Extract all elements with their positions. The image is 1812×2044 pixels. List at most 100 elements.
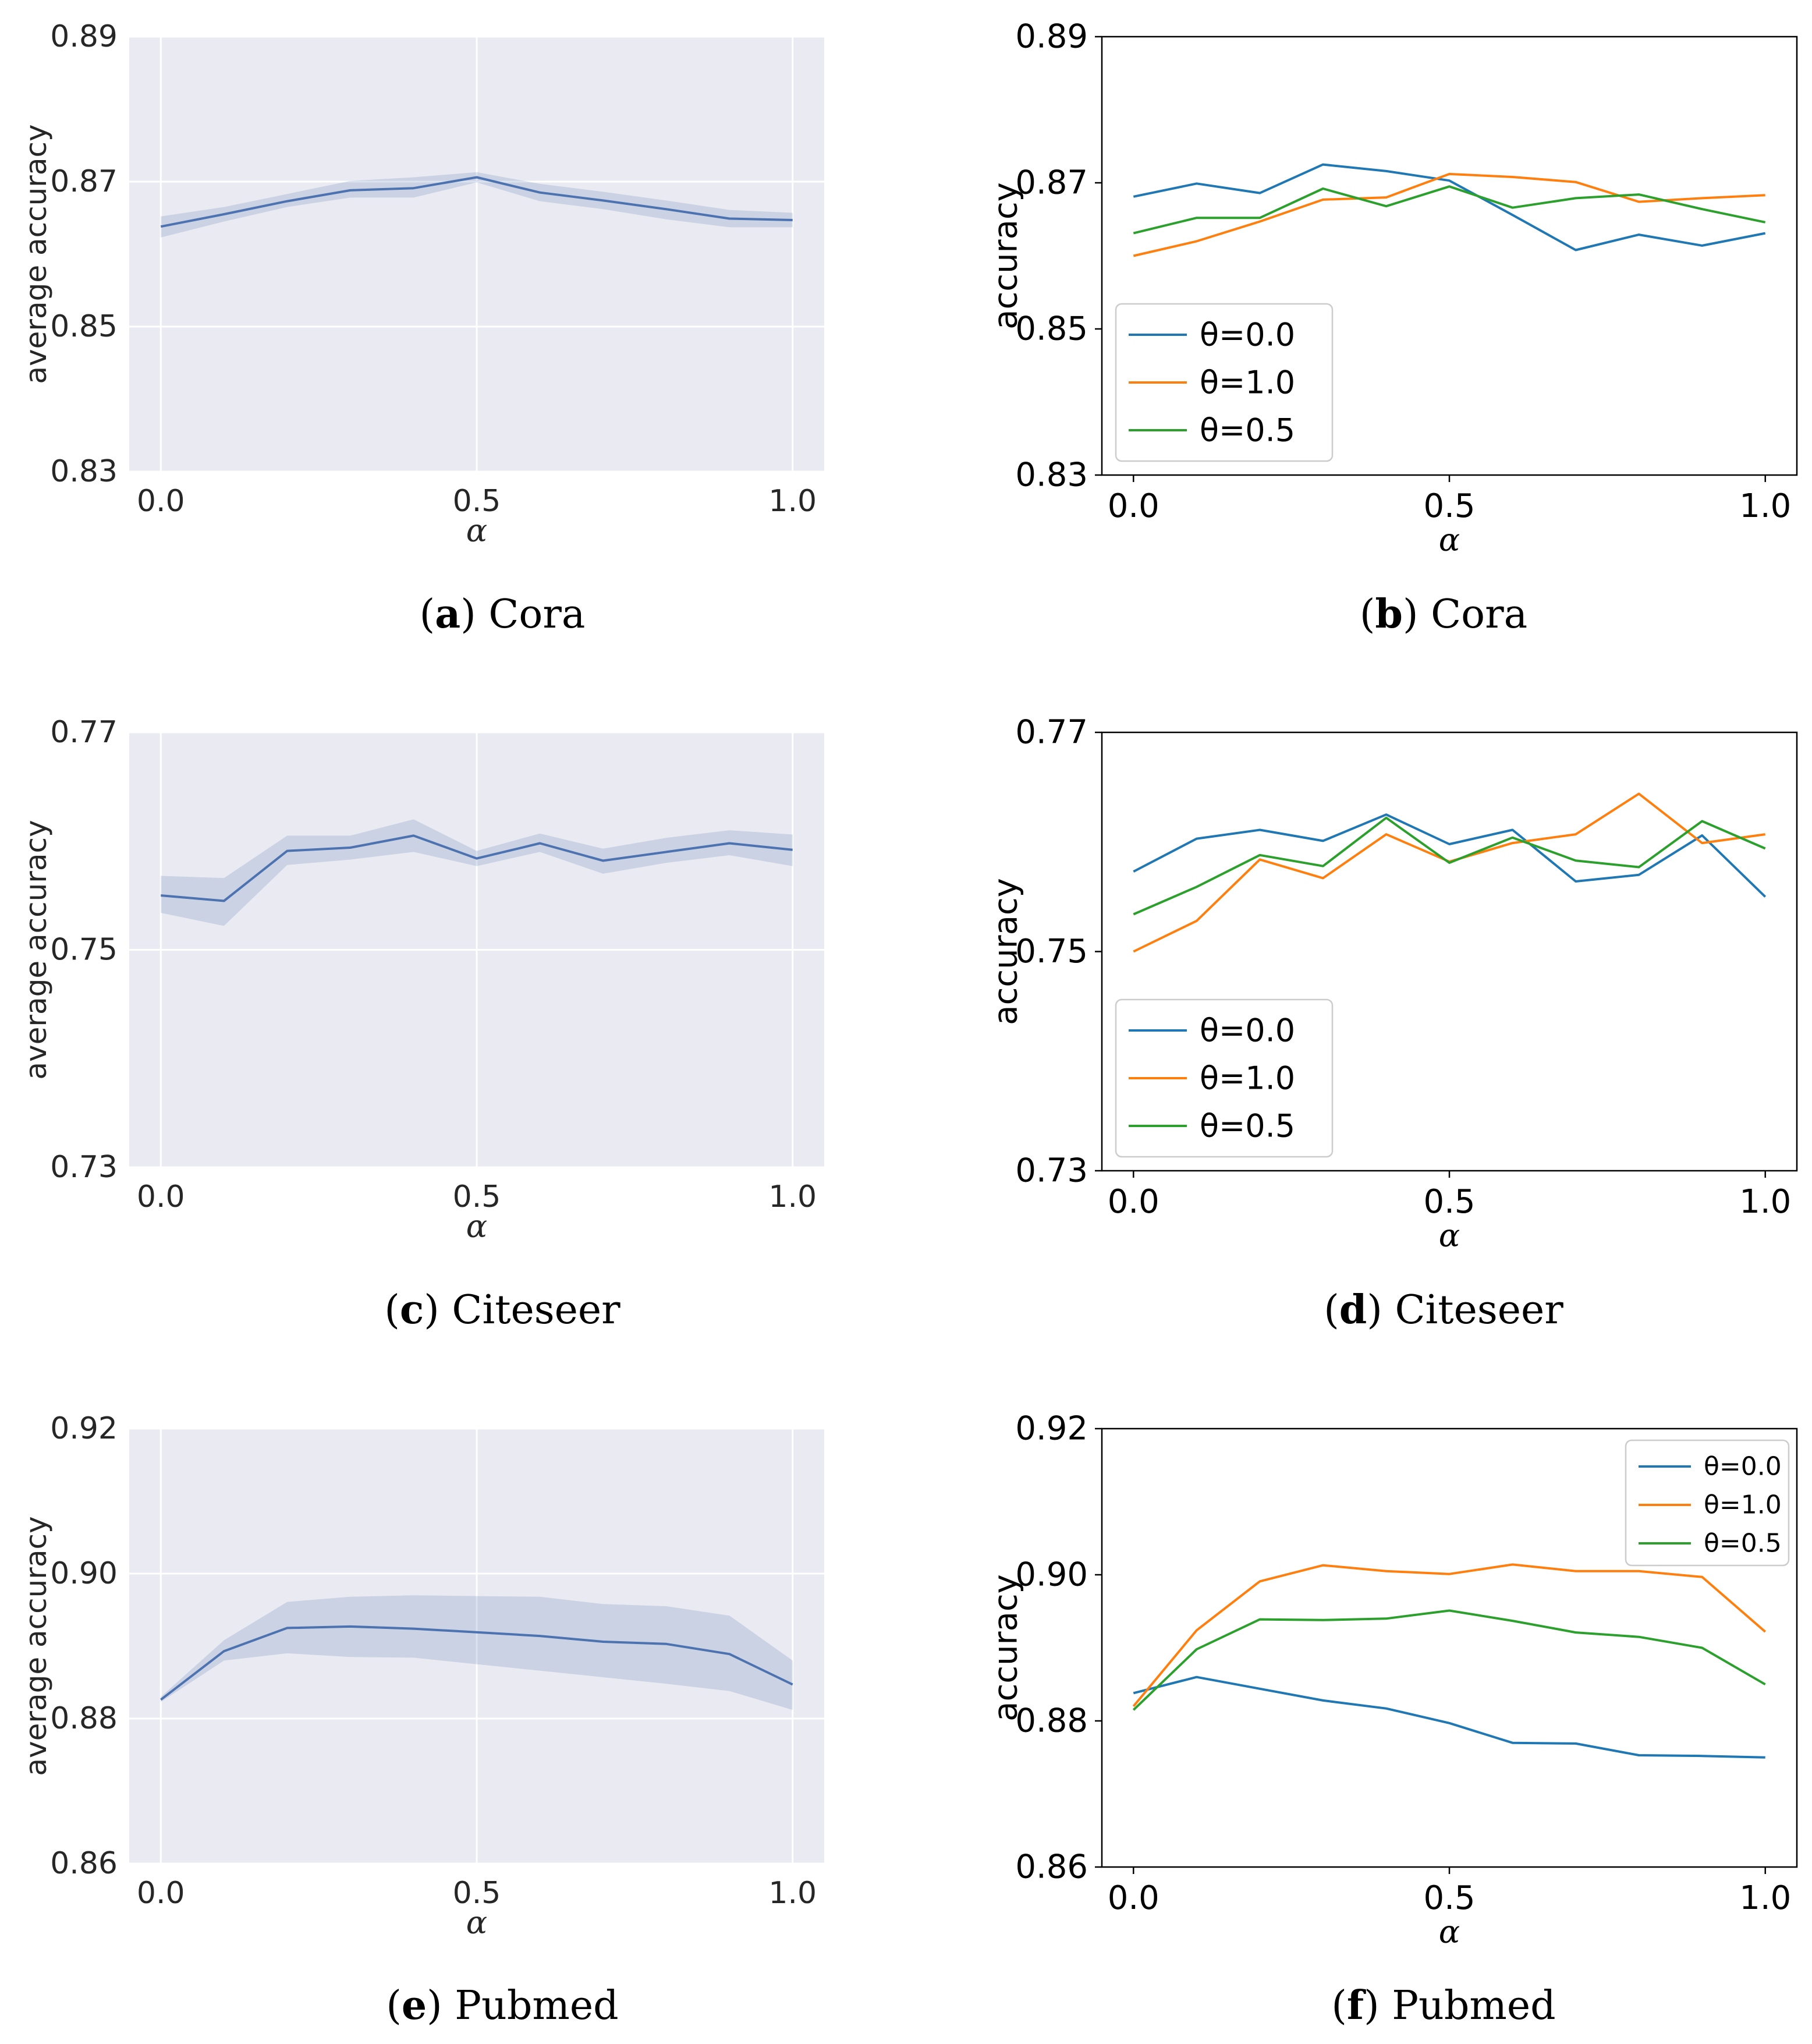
- legend-label: θ=0.5: [1704, 1529, 1782, 1558]
- caption-dataset: Cora: [488, 591, 586, 637]
- x-tick-label: 1.0: [768, 1179, 817, 1214]
- x-tick-label: 0.5: [1423, 1879, 1475, 1917]
- caption-letter: c: [399, 1287, 424, 1333]
- legend-label: θ=1.0: [1704, 1490, 1782, 1520]
- confidence-band: [161, 172, 793, 238]
- y-axis-label: accuracy: [987, 182, 1025, 330]
- legend-label: θ=0.0: [1200, 1012, 1295, 1049]
- x-tick-label: 0.5: [453, 1179, 501, 1214]
- series-line: [1133, 816, 1766, 916]
- legend: θ=0.0 θ=1.0 θ=0.5: [1625, 1439, 1790, 1567]
- caption-c: (c) Citeseer: [384, 1287, 620, 1333]
- y-axis-label: average accuracy: [19, 1516, 53, 1776]
- series-line: [1133, 172, 1765, 257]
- y-tick-label: 0.86: [1015, 1848, 1088, 1886]
- x-axis-label: α: [466, 512, 487, 549]
- chart-panel-d: 0.73 0.75 0.77 0.0 0.5 1.0 α accuracy θ=0.0 θ=1.0…: [987, 714, 1798, 1254]
- legend-label: θ=0.0: [1200, 317, 1295, 353]
- caption-letter: d: [1339, 1287, 1367, 1333]
- series-line: [1133, 813, 1767, 898]
- caption-d: (d) Citeseer: [1324, 1287, 1563, 1333]
- caption-e: (e) Pubmed: [386, 1982, 619, 2029]
- x-axis-label: α: [466, 1208, 487, 1245]
- y-tick-label: 0.90: [1015, 1556, 1088, 1594]
- y-tick-label: 0.92: [1015, 1410, 1088, 1448]
- caption-dataset: Pubmed: [1392, 1983, 1556, 2029]
- series-line: [1133, 1675, 1765, 1759]
- caption-dataset: Cora: [1431, 591, 1528, 637]
- chart-panel-a: 0.83 0.85 0.87 0.89 0.0 0.5 1.0 α average accura…: [19, 19, 824, 549]
- y-axis-label: average accuracy: [19, 124, 53, 384]
- legend-label: θ=0.5: [1200, 1108, 1295, 1145]
- legend-frame: [1115, 303, 1334, 462]
- x-tick-label: 1.0: [1739, 1183, 1791, 1221]
- chart-panel-c: 0.73 0.75 0.77 0.0 0.5 1.0 α average accuracy: [19, 715, 824, 1245]
- y-axis-label: accuracy: [987, 878, 1025, 1025]
- chart-panel-f: 0.860.880.900.920.0 0.5 1.0αaccuracyθ=0.0θ…: [987, 1410, 1798, 1950]
- x-axis-label: α: [466, 1904, 487, 1941]
- caption-letter: b: [1375, 591, 1403, 637]
- caption-letter: f: [1346, 1982, 1364, 2029]
- y-tick-label: 0.83: [50, 454, 118, 489]
- x-tick-label: 0.0: [137, 1179, 185, 1214]
- y-tick-label: 0.90: [50, 1556, 118, 1591]
- series-line: [161, 834, 793, 902]
- series-line: [160, 176, 793, 228]
- x-axis-label: α: [1439, 522, 1460, 558]
- x-tick-label: 0.0: [137, 484, 185, 519]
- legend-label: θ=1.0: [1200, 1060, 1295, 1097]
- caption-dataset: Citeseer: [452, 1287, 620, 1333]
- y-tick-label: 0.89: [1015, 18, 1088, 56]
- y-axis-label: accuracy: [987, 1574, 1025, 1721]
- x-tick-label: 0.0: [1108, 1183, 1159, 1221]
- caption-letter: e: [401, 1982, 427, 2029]
- series-line: [160, 1625, 793, 1701]
- y-tick-label: 0.92: [50, 1411, 118, 1446]
- x-tick-label: 1.0: [1739, 1879, 1791, 1917]
- caption-a: (a) Cora: [419, 591, 586, 637]
- legend: θ=0.0 θ=1.0 θ=0.5: [1115, 303, 1334, 462]
- series-line: [1133, 185, 1766, 235]
- y-tick-label: 0.87: [50, 164, 118, 199]
- x-tick-label: 0.0: [137, 1876, 185, 1911]
- legend: θ=0.0 θ=1.0 θ=0.5: [1115, 998, 1334, 1158]
- y-tick-label: 0.77: [50, 715, 118, 750]
- x-tick-label: 1.0: [1739, 487, 1791, 525]
- legend-label: θ=1.0: [1200, 364, 1295, 401]
- legend-frame: [1115, 998, 1334, 1158]
- caption-dataset: Pubmed: [455, 1983, 619, 2029]
- caption-letter: a: [435, 591, 461, 637]
- y-tick-label: 0.88: [1015, 1702, 1088, 1740]
- x-tick-label: 0.5: [453, 484, 501, 519]
- confidence-band: [161, 819, 793, 926]
- caption-dataset: Citeseer: [1395, 1287, 1563, 1333]
- chart-panel-b: 0.830.850.870.890.0 0.5 1.0αaccuracyθ=0.0θ…: [987, 18, 1798, 558]
- x-tick-label: 0.5: [453, 1876, 501, 1911]
- y-tick-label: 0.77: [1015, 714, 1088, 752]
- series-line: [1133, 163, 1766, 251]
- caption-f: (f) Pubmed: [1331, 1982, 1556, 2029]
- chart-panel-e: 0.86 0.88 0.90 0.92 0.0 0.5 1.0 α average accura…: [19, 1411, 824, 1941]
- series-line: [1132, 1609, 1766, 1711]
- series-line: [1132, 1563, 1767, 1708]
- y-tick-label: 0.85: [50, 309, 118, 344]
- y-tick-label: 0.86: [50, 1846, 118, 1881]
- legend-label: θ=0.5: [1200, 412, 1295, 449]
- y-tick-label: 0.87: [1015, 164, 1088, 202]
- x-tick-label: 1.0: [768, 1876, 817, 1911]
- caption-b: (b) Cora: [1359, 591, 1528, 637]
- y-tick-label: 0.88: [50, 1701, 118, 1736]
- x-tick-label: 0.5: [1423, 1183, 1475, 1221]
- y-axis-label: average accuracy: [19, 820, 53, 1079]
- legend-frame: [1625, 1439, 1790, 1567]
- x-tick-label: 0.5: [1423, 487, 1475, 525]
- y-tick-label: 0.75: [50, 933, 118, 968]
- y-tick-label: 0.89: [50, 19, 118, 54]
- legend-label: θ=0.0: [1704, 1452, 1782, 1482]
- y-tick-label: 0.73: [1015, 1152, 1088, 1190]
- x-axis-label: α: [1439, 1217, 1460, 1254]
- y-tick-label: 0.73: [50, 1150, 118, 1185]
- y-tick-label: 0.85: [1015, 310, 1088, 348]
- x-tick-label: 0.0: [1108, 487, 1159, 525]
